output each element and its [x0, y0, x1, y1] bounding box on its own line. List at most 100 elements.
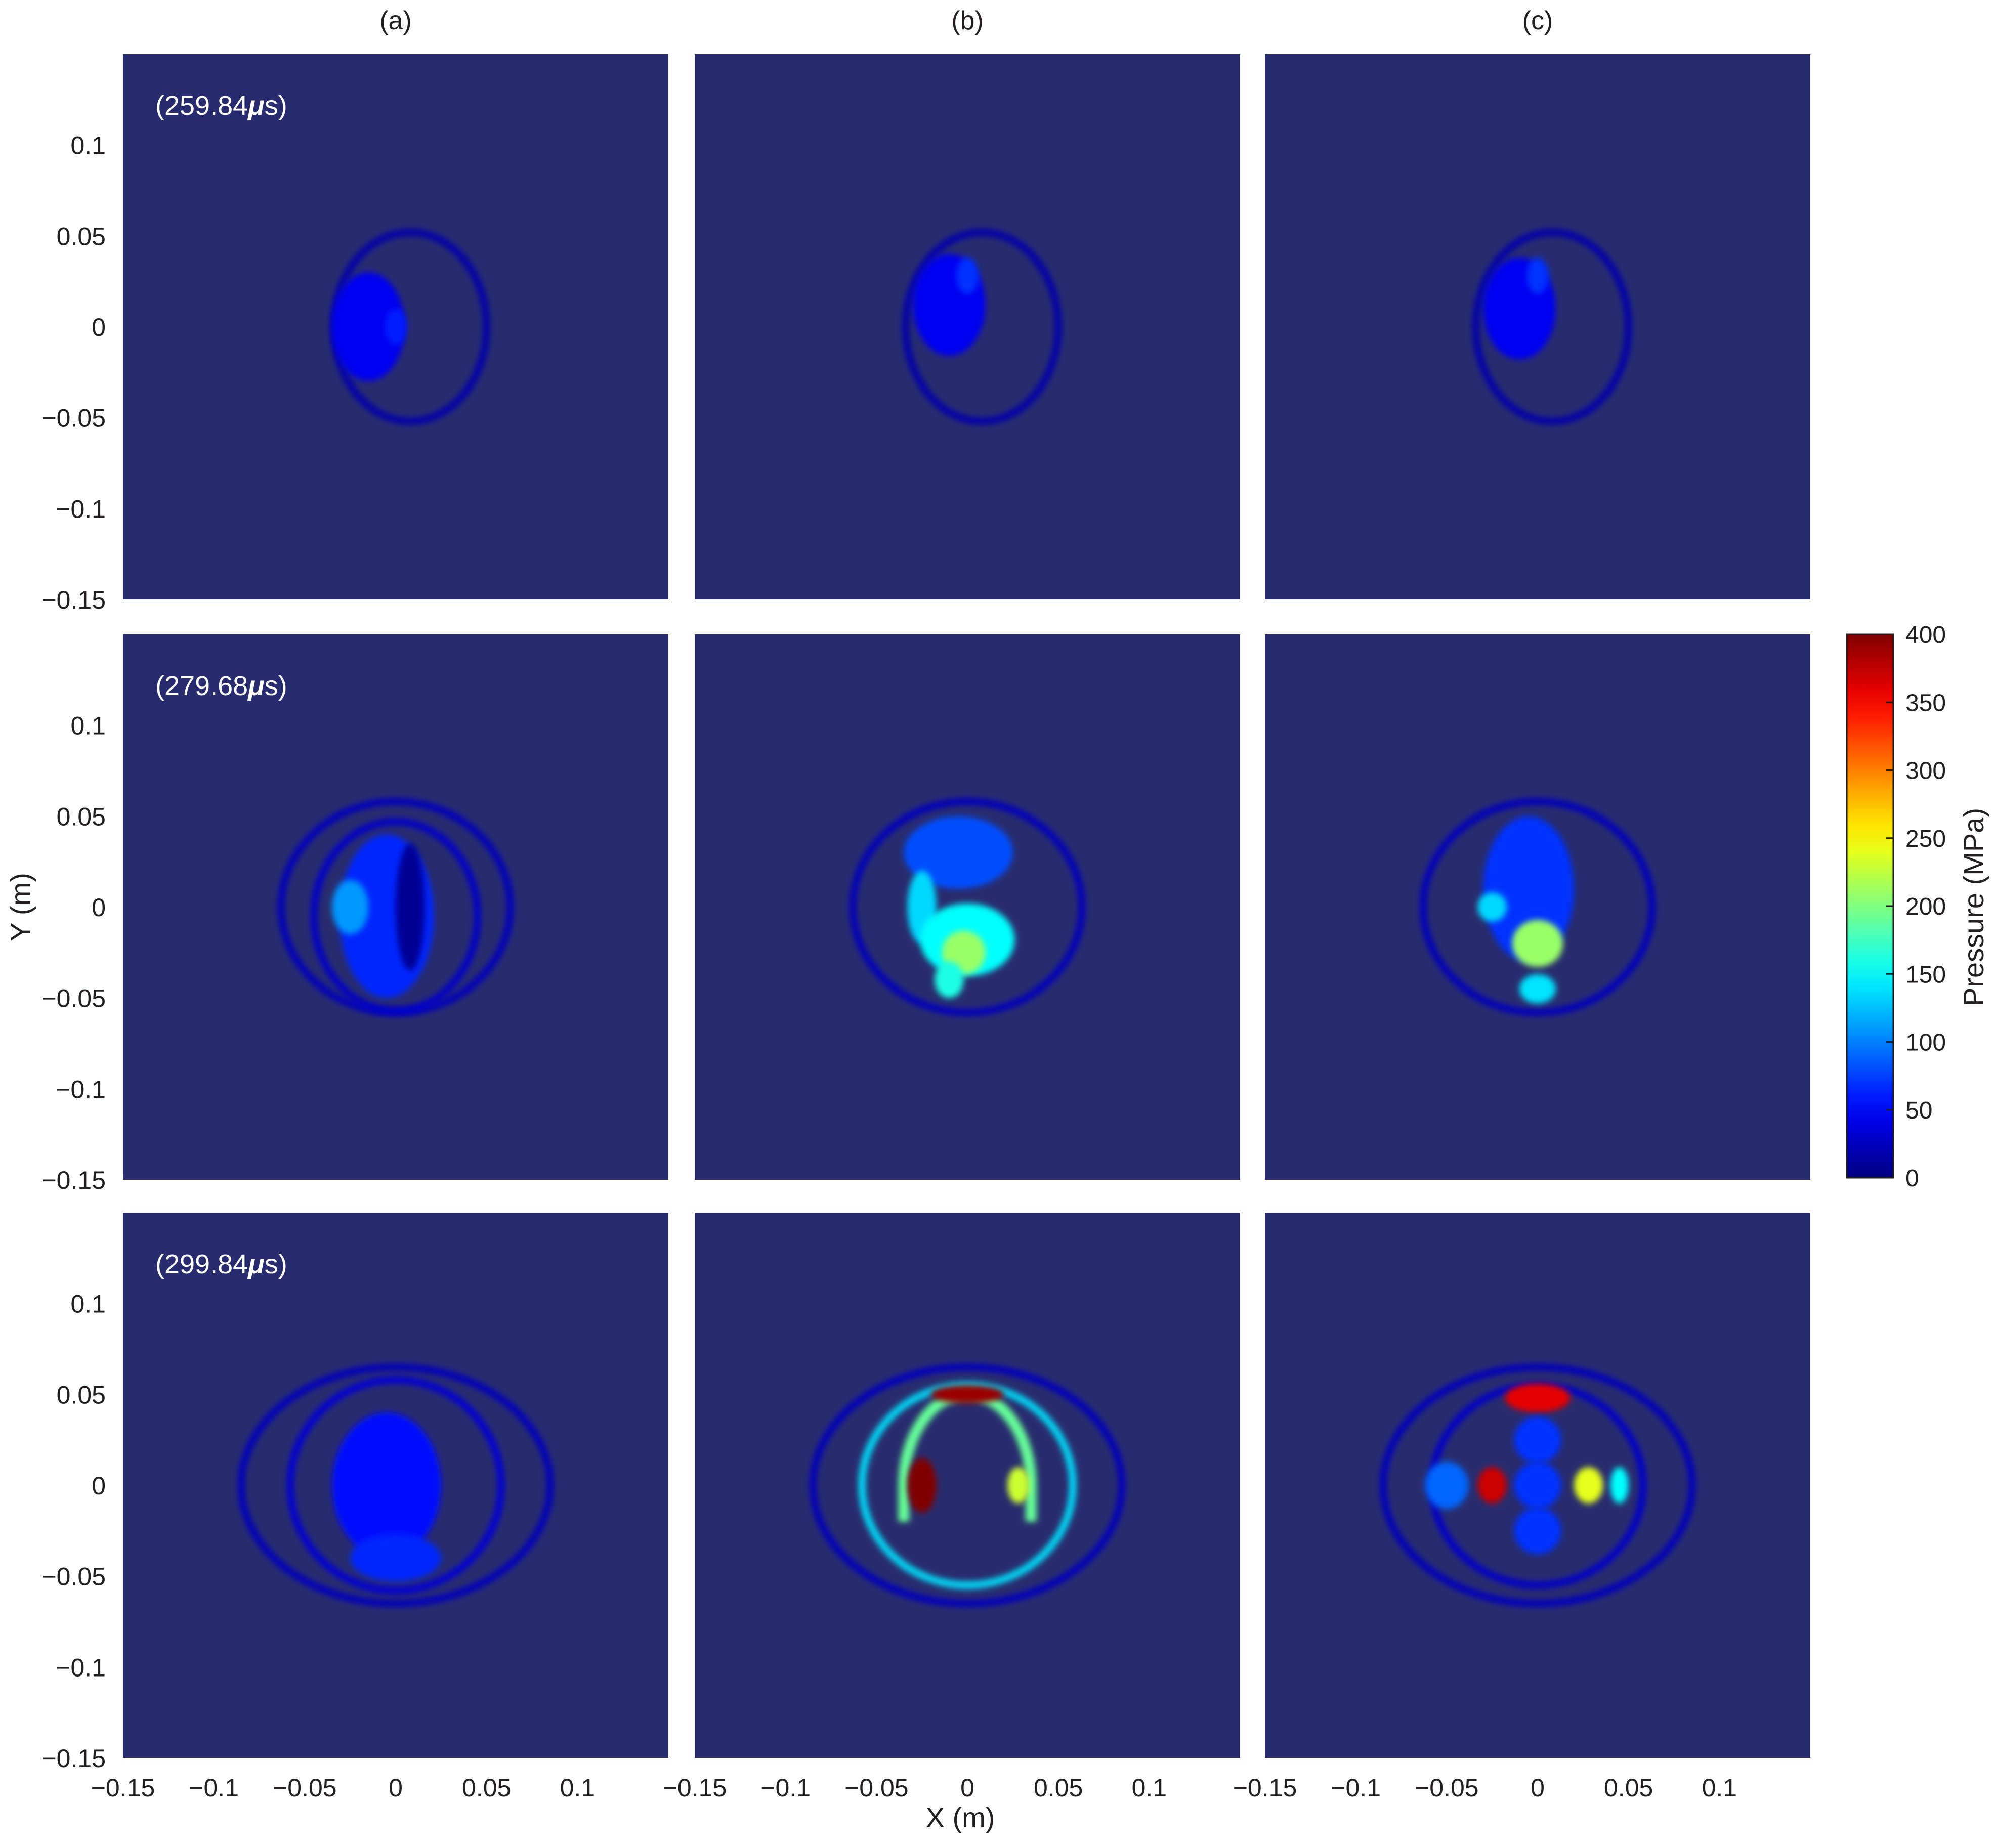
field-ring-0 [809, 1363, 1126, 1607]
panel-background [695, 1213, 1240, 1758]
y-axis-label: Y (m) [5, 873, 36, 941]
colorbar-tick-label: 50 [1905, 1097, 1932, 1124]
y-tick-label: 0.1 [70, 1290, 106, 1318]
colorbar-tick-label: 150 [1905, 961, 1946, 988]
panel-r1-c1 [123, 54, 668, 599]
panels-layer [123, 54, 1810, 1758]
field-blob-4 [1519, 974, 1556, 1004]
field-ring-0 [1379, 1363, 1696, 1607]
field-blob-2 [332, 1412, 441, 1558]
x-tick-label: −0.05 [844, 1774, 909, 1802]
time-label-row-1: (259.84μs) [155, 91, 287, 121]
field-blob-3 [931, 1385, 1004, 1404]
field-ring-1 [286, 1376, 505, 1595]
panel-r1-c3 [1265, 54, 1810, 599]
colorbar: Pressure (MPa) 0 50 100 150 200 250 300 350 400 [1846, 622, 1989, 1192]
y-tick-label: −0.05 [41, 1563, 106, 1591]
column-label-1: (a) [379, 6, 412, 35]
x-tick-label: 0 [960, 1774, 974, 1802]
y-tick-label: 0.1 [70, 712, 106, 740]
y-tick-label: 0.05 [57, 802, 106, 831]
field-ring-0 [902, 229, 1062, 425]
field-blob-3 [1477, 1467, 1507, 1503]
time-label-row-2: (279.68μs) [155, 671, 287, 701]
x-axis-label: X (m) [926, 1801, 995, 1833]
field-ring-0 [849, 798, 1086, 1016]
y-tick-label: 0.05 [57, 222, 106, 250]
x-tick-label: 0.05 [1604, 1774, 1653, 1802]
field-blob-1 [332, 272, 405, 381]
y-tick-label: 0.1 [70, 132, 106, 160]
field-blob-3 [332, 880, 369, 934]
y-tick-label: 0.05 [57, 1381, 106, 1409]
x-tick-label: −0.15 [663, 1774, 727, 1802]
column-label-3: (c) [1522, 6, 1553, 35]
field-blob-2 [1477, 892, 1507, 922]
field-blob-5 [935, 961, 964, 998]
y-tick-label: 0 [92, 313, 106, 341]
time-label-row-3: (299.84μs) [155, 1249, 287, 1279]
x-tick-label: −0.05 [1415, 1774, 1479, 1802]
x-tick-label: −0.15 [91, 1774, 155, 1802]
x-tick-label: 0 [389, 1774, 403, 1802]
y-tick-label: 0 [92, 893, 106, 922]
field-blob-5 [1610, 1467, 1629, 1503]
x-tick-label: 0.1 [1132, 1774, 1167, 1802]
x-tick-label: −0.1 [760, 1774, 811, 1802]
colorbar-tick-label: 100 [1905, 1029, 1946, 1056]
x-tick-label: 0.1 [560, 1774, 596, 1802]
colorbar-tick-label: 300 [1905, 758, 1946, 785]
x-tick-label: −0.05 [273, 1774, 337, 1802]
field-blob-3 [350, 1534, 441, 1582]
y-tick-label: 0 [92, 1472, 106, 1500]
field-blob-4 [396, 843, 425, 971]
labels-layer: X (m) Y (m) (a) (b) (c) (259.84μs) (279.68μs… [5, 6, 1737, 1833]
field-blob-5 [1007, 1467, 1030, 1503]
x-tick-label: −0.15 [1233, 1774, 1297, 1802]
field-blob-2 [956, 257, 979, 294]
panel-r1-c2 [695, 54, 1240, 599]
y-tick-label: −0.1 [56, 1075, 106, 1103]
panel-r3-c2 [695, 1213, 1240, 1758]
field-blob-8 [1425, 1462, 1469, 1509]
y-tick-label: −0.15 [41, 586, 106, 614]
x-tick-label: 0 [1531, 1774, 1545, 1802]
field-blob-2 [1526, 257, 1549, 294]
colorbar-label: Pressure (MPa) [1958, 808, 1989, 1006]
field-blob-6 [1514, 1462, 1561, 1509]
y-tick-label: −0.05 [41, 984, 106, 1013]
y-tick-label: −0.1 [56, 1653, 106, 1682]
field-blob-7 [1514, 1507, 1561, 1555]
colorbar-tick-label: 400 [1905, 622, 1946, 649]
colorbar-tick-label: 350 [1905, 690, 1946, 716]
x-tick-label: 0.05 [1034, 1774, 1083, 1802]
y-tick-label: −0.05 [41, 404, 106, 433]
panel-r2-c2 [695, 634, 1240, 1180]
colorbar-gradient [1846, 633, 1894, 1179]
field-ring-0 [1472, 229, 1632, 425]
y-tick-label: −0.1 [56, 495, 106, 523]
field-blob-2 [1505, 1383, 1571, 1413]
y-tick-label: −0.15 [41, 1166, 106, 1194]
panel-r2-c1 [123, 634, 668, 1180]
x-tick-label: −0.1 [1331, 1774, 1381, 1802]
y-tick-label: −0.15 [41, 1744, 106, 1773]
colorbar-tick-label: 250 [1905, 826, 1946, 852]
field-blob-4 [1574, 1467, 1603, 1503]
field-ring-0 [1419, 798, 1656, 1016]
x-tick-label: 0.1 [1702, 1774, 1737, 1802]
field-blob-2 [385, 309, 407, 345]
column-label-2: (b) [951, 6, 984, 35]
x-tick-label: −0.1 [189, 1774, 239, 1802]
field-blob-4 [907, 1458, 937, 1513]
colorbar-tick-label: 200 [1905, 893, 1946, 920]
panel-r3-c1 [123, 1213, 668, 1758]
panel-r3-c3 [1265, 1213, 1810, 1758]
field-blob-3 [1512, 920, 1563, 967]
field-ring-0 [237, 1363, 554, 1607]
field-ring-1 [310, 818, 481, 1014]
x-tick-label: 0.05 [462, 1774, 511, 1802]
field-blob-1 [904, 816, 1013, 889]
field-blob-9 [1514, 1416, 1561, 1464]
